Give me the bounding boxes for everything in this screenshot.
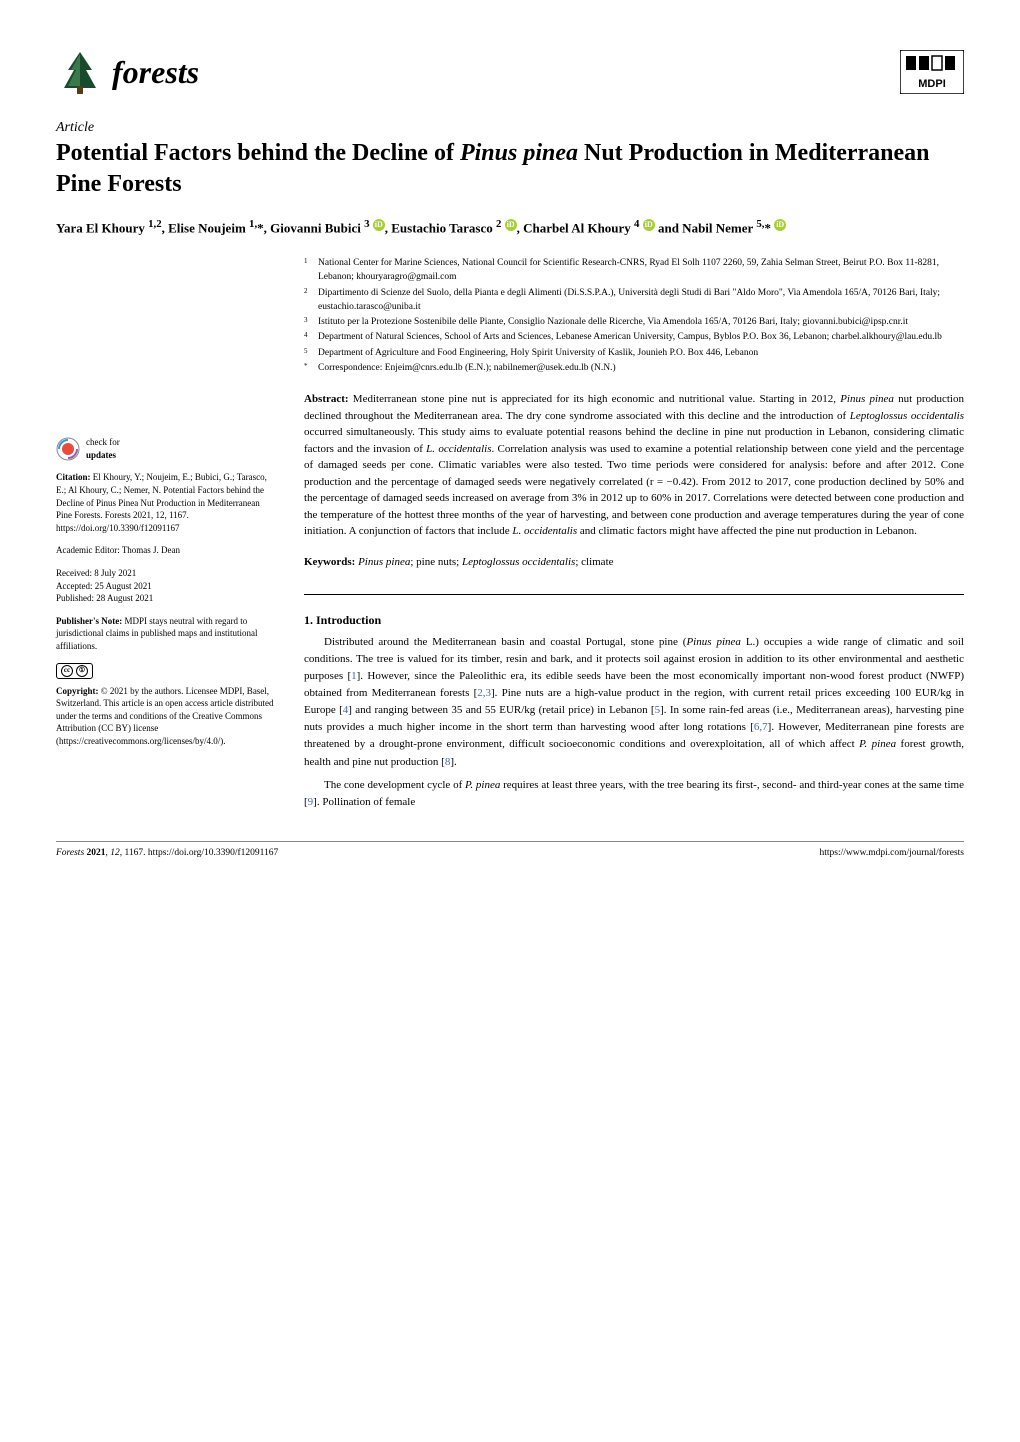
editor-block: Academic Editor: Thomas J. Dean [56,544,276,557]
copyright-label: Copyright: [56,686,99,696]
cc-badge: cc ① [56,663,93,679]
check-updates-line2: updates [86,449,120,462]
copyright-block: Copyright: © 2021 by the authors. Licens… [56,685,276,748]
intro-paragraph-2: The cone development cycle of P. pinea r… [304,777,964,811]
publisher-note-label: Publisher's Note: [56,616,122,626]
article-title: Potential Factors behind the Decline of … [56,138,964,200]
content-row: check for updates Citation: El Khoury, Y… [56,256,964,816]
sidebar: check for updates Citation: El Khoury, Y… [56,256,276,816]
journal-name: forests [112,54,199,91]
published-date: Published: 28 August 2021 [56,592,276,605]
footer-left: Forests 2021, 12, 1167. https://doi.org/… [56,848,278,858]
tree-icon [56,48,104,96]
publisher-logo-icon: MDPI [900,50,964,94]
check-updates-badge[interactable]: check for updates [56,436,276,461]
accepted-date: Accepted: 25 August 2021 [56,580,276,593]
check-updates-text: check for updates [86,436,120,461]
affiliation-item: 2Dipartimento di Scienze del Suolo, dell… [318,286,964,315]
keywords-block: Keywords: Pinus pinea; pine nuts; Leptog… [304,554,964,571]
affiliations-list: 1National Center for Marine Sciences, Na… [304,256,964,375]
citation-block: Citation: El Khoury, Y.; Noujeim, E.; Bu… [56,471,276,534]
section-1-heading: 1. Introduction [304,613,964,628]
cc-icon: cc [61,665,73,677]
authors-line: Yara El Khoury 1,2, Elise Noujeim 1,*, G… [56,216,964,238]
check-updates-line1: check for [86,437,120,447]
received-date: Received: 8 July 2021 [56,567,276,580]
section-divider [304,594,964,595]
title-species: Pinus pinea [460,140,578,166]
article-type: Article [56,120,964,136]
dates-block: Received: 8 July 2021 Accepted: 25 Augus… [56,567,276,605]
journal-logo: forests [56,48,199,96]
affiliation-item: 5Department of Agriculture and Food Engi… [318,346,964,360]
header-row: forests MDPI [56,48,964,96]
abstract-block: Abstract: Mediterranean stone pine nut i… [304,391,964,540]
cc-license-badge: cc ① [56,663,276,679]
affiliation-item: 3Istituto per la Protezione Sostenibile … [318,315,964,329]
editor-name: Thomas J. Dean [122,545,180,555]
citation-label: Citation: [56,472,91,482]
affiliation-item: 4Department of Natural Sciences, School … [318,330,964,344]
intro-paragraph-1: Distributed around the Mediterranean bas… [304,634,964,770]
editor-label: Academic Editor: [56,545,122,555]
svg-text:MDPI: MDPI [918,78,946,90]
page-footer: Forests 2021, 12, 1167. https://doi.org/… [56,841,964,858]
footer-right: https://www.mdpi.com/journal/forests [819,848,964,858]
affiliation-item: *Correspondence: Enjeim@cnrs.edu.lb (E.N… [318,361,964,375]
abstract-label: Abstract: [304,393,349,405]
affiliation-item: 1National Center for Marine Sciences, Na… [318,256,964,285]
abstract-text: Mediterranean stone pine nut is apprecia… [304,393,964,537]
by-icon: ① [76,665,88,677]
title-pre: Potential Factors behind the Decline of [56,140,460,166]
keywords-text: Pinus pinea; pine nuts; Leptoglossus occ… [355,556,613,568]
keywords-label: Keywords: [304,556,355,568]
check-updates-icon [56,437,80,461]
publisher-note-block: Publisher's Note: MDPI stays neutral wit… [56,615,276,653]
main-column: 1National Center for Marine Sciences, Na… [304,256,964,816]
